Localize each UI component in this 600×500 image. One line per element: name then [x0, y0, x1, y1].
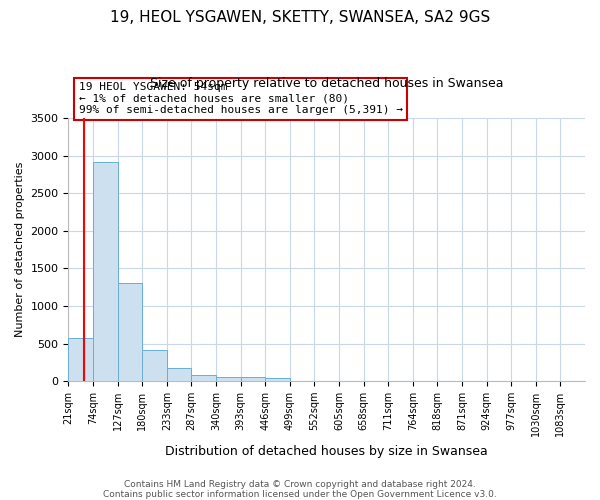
Bar — [216, 377, 241, 381]
Bar — [142, 350, 167, 381]
Text: Contains HM Land Registry data © Crown copyright and database right 2024.: Contains HM Land Registry data © Crown c… — [124, 480, 476, 489]
Bar — [265, 378, 290, 381]
Bar — [118, 282, 142, 381]
Bar — [241, 376, 265, 381]
Y-axis label: Number of detached properties: Number of detached properties — [15, 162, 25, 338]
Text: 19, HEOL YSGAWEN, SKETTY, SWANSEA, SA2 9GS: 19, HEOL YSGAWEN, SKETTY, SWANSEA, SA2 9… — [110, 10, 490, 25]
Bar — [93, 162, 118, 381]
X-axis label: Distribution of detached houses by size in Swansea: Distribution of detached houses by size … — [166, 444, 488, 458]
Text: Contains public sector information licensed under the Open Government Licence v3: Contains public sector information licen… — [103, 490, 497, 499]
Bar — [191, 375, 216, 381]
Bar — [167, 368, 191, 381]
Title: Size of property relative to detached houses in Swansea: Size of property relative to detached ho… — [150, 78, 503, 90]
Bar — [68, 338, 93, 381]
Text: 19 HEOL YSGAWEN: 54sqm
← 1% of detached houses are smaller (80)
99% of semi-deta: 19 HEOL YSGAWEN: 54sqm ← 1% of detached … — [79, 82, 403, 116]
